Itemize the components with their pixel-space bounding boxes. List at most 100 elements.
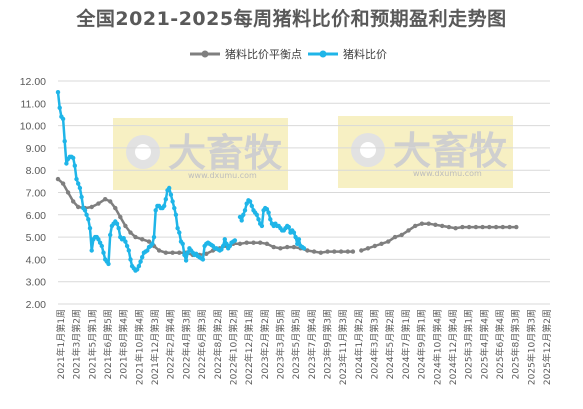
data-point (168, 192, 174, 197)
data-point (162, 203, 167, 209)
data-point (227, 243, 233, 249)
x-tick-label: 2022年4月第3周 (180, 309, 192, 379)
data-point (77, 185, 83, 191)
data-point (79, 194, 84, 200)
data-point (96, 201, 101, 206)
legend-swatch-marker (201, 50, 209, 58)
data-point (433, 222, 438, 227)
y-tick-label: 9.00 (26, 143, 47, 155)
data-point (453, 226, 458, 231)
x-tick-label: 2025年3月第1周 (463, 309, 475, 379)
y-tick-label: 6.00 (26, 210, 47, 222)
data-point (133, 234, 138, 240)
data-point (222, 237, 227, 242)
data-point (345, 249, 350, 254)
data-point (413, 223, 418, 229)
data-point (285, 244, 290, 250)
y-tick-label: 5.00 (26, 232, 47, 244)
x-tick-label: 2024年9月第1周 (416, 309, 428, 379)
data-point (99, 243, 105, 249)
x-tick-label: 2025年10月第3周 (525, 309, 537, 385)
x-tick-label: 2025年12月第2周 (541, 309, 553, 385)
x-tick-label: 2024年10月第4周 (431, 309, 443, 385)
data-point (259, 223, 265, 229)
data-point (372, 243, 377, 249)
y-tick-label: 2.00 (26, 299, 47, 311)
x-tick-label: 2021年10月第4周 (133, 309, 145, 385)
y-tick-label: 4.00 (26, 254, 47, 266)
data-point (108, 232, 113, 238)
data-point (200, 257, 206, 262)
x-tick-label: 2022年12月第1周 (243, 309, 255, 385)
data-point (295, 241, 300, 246)
data-point (473, 224, 479, 230)
data-point (170, 250, 175, 255)
data-point (145, 248, 150, 253)
series-2 (55, 90, 307, 273)
x-tick-label: 2024年12月第4周 (447, 309, 459, 385)
data-point (116, 226, 121, 231)
data-point (487, 224, 492, 230)
data-point (266, 210, 271, 215)
data-point (507, 224, 512, 230)
data-point (172, 205, 177, 211)
x-tick-label: 2022年8月第2周 (212, 309, 224, 379)
data-point (224, 241, 229, 246)
x-tick-label: 2023年2月第2周 (259, 309, 271, 379)
x-tick-label: 2023年7月第4周 (306, 309, 318, 379)
data-point (64, 161, 69, 166)
data-point (124, 243, 130, 249)
data-point (183, 258, 189, 263)
data-point (268, 217, 273, 222)
data-point (249, 203, 254, 209)
data-point (296, 237, 302, 242)
x-tick-label: 2021年6月第5周 (102, 309, 114, 379)
data-point (440, 223, 445, 229)
data-point (500, 224, 505, 230)
data-point (87, 226, 93, 231)
data-point (106, 261, 111, 267)
data-point (136, 263, 142, 269)
data-point (338, 249, 344, 254)
data-point (138, 259, 143, 264)
data-point (60, 181, 66, 186)
x-tick-label: 2023年3月第5周 (274, 309, 286, 379)
data-point (293, 234, 298, 240)
legend-label: 猪料比价 (343, 47, 387, 61)
y-tick-label: 10.00 (20, 121, 46, 133)
data-point (113, 205, 118, 211)
data-point (466, 224, 472, 230)
data-point (135, 267, 140, 272)
y-tick-label: 8.00 (26, 165, 47, 177)
data-point (264, 241, 270, 246)
data-point (57, 105, 62, 111)
data-point (392, 234, 398, 240)
data-point (76, 181, 81, 186)
data-point (237, 214, 243, 220)
data-point (163, 250, 168, 255)
data-point (71, 199, 76, 204)
data-point (163, 197, 168, 202)
data-point (220, 243, 226, 249)
x-tick-label: 2022年2月第4周 (165, 309, 177, 379)
data-point (256, 217, 261, 222)
data-point (365, 246, 371, 251)
watermark-url: www.dxumu.com (413, 169, 482, 178)
data-point (399, 232, 404, 238)
data-point (244, 201, 249, 206)
data-point (167, 185, 172, 191)
y-tick-label: 12.00 (20, 76, 46, 88)
x-tick-label: 2025年6月第4周 (494, 309, 506, 379)
data-point (254, 212, 259, 217)
data-point (86, 217, 91, 222)
data-point (175, 226, 180, 231)
data-point (123, 223, 128, 229)
data-point (291, 230, 297, 235)
data-point (318, 250, 323, 255)
x-tick-label: 2022年6月第3周 (196, 309, 208, 379)
data-point (332, 249, 337, 254)
data-point (84, 212, 89, 217)
